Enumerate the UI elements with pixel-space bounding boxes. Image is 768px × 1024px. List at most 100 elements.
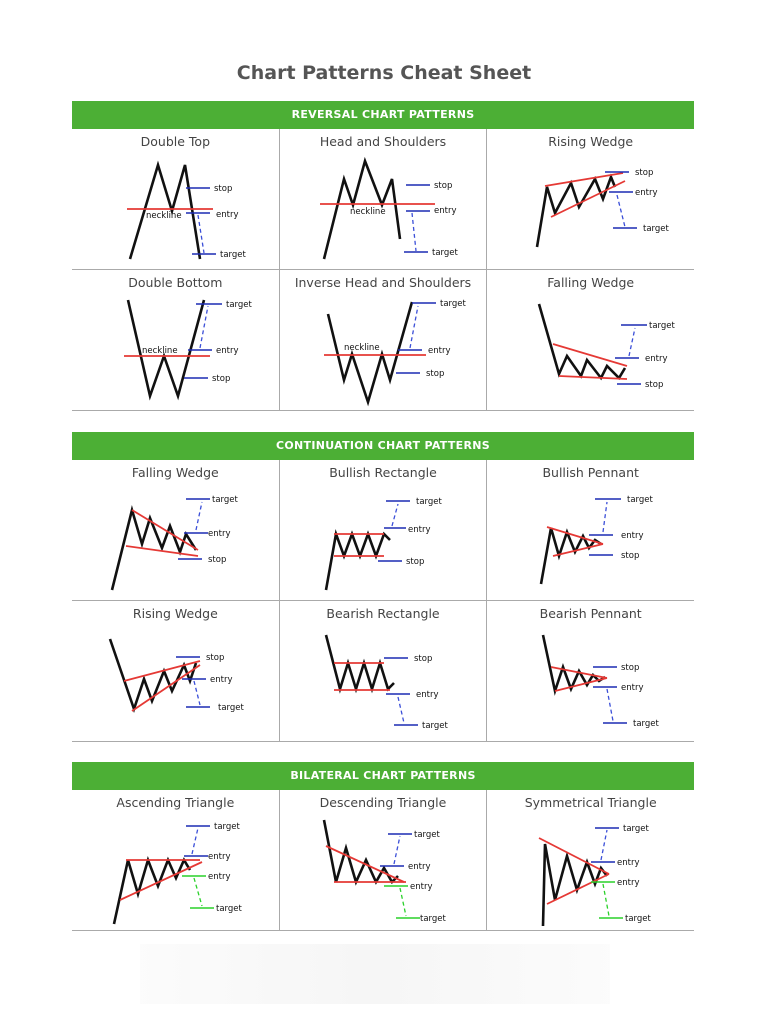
pattern-title: Rising Wedge <box>548 134 634 149</box>
entry-label: entry <box>416 690 438 700</box>
pattern-title: Bullish Rectangle <box>329 465 437 480</box>
target-label: target <box>440 299 467 309</box>
stop-label: stop <box>635 168 653 178</box>
target-label: target <box>218 703 245 713</box>
falling-wedge-diagram: target entry stop <box>110 495 239 591</box>
neckline-label: neckline <box>344 343 380 353</box>
stop-label: stop <box>208 555 226 565</box>
target-down-label: target <box>420 914 447 924</box>
entry-label: entry <box>216 346 238 356</box>
target-label: target <box>226 300 253 310</box>
entry-label: entry <box>428 346 450 356</box>
pattern-bullish-rectangle: target entry stop Bullish Rectangle <box>278 460 487 600</box>
head-and-shoulders-diagram: stop neckline entry target <box>319 156 459 260</box>
pattern-title: Bearish Pennant <box>539 606 642 621</box>
pattern-rising-wedge: stop entry target Rising Wedge <box>72 601 279 741</box>
entry-label: entry <box>621 531 643 541</box>
descending-triangle-diagram: target entry entry target <box>322 819 447 924</box>
target-label: target <box>416 497 443 507</box>
pattern-falling-wedge: target entry stop Falling Wedge <box>486 270 694 410</box>
section-continuation: CONTINUATION CHART PATTERNS target entry… <box>72 432 694 742</box>
page-title: Chart Patterns Cheat Sheet <box>236 62 532 84</box>
entry-up-label: entry <box>408 862 430 872</box>
target-down-label: target <box>625 914 652 924</box>
stop-label: stop <box>645 380 663 390</box>
entry-label: entry <box>408 525 430 535</box>
stop-label: stop <box>206 653 224 663</box>
bullish-pennant-diagram: target entry stop <box>540 495 654 585</box>
inverse-head-and-shoulders-diagram: target neckline entry stop <box>323 299 467 407</box>
pattern-title: Double Top <box>140 134 211 149</box>
target-up-label: target <box>214 822 241 832</box>
pattern-double-top: stop neckline entry target Double Top <box>72 129 279 269</box>
pattern-title: Bearish Rectangle <box>326 606 440 621</box>
neckline-label: neckline <box>146 211 182 221</box>
falling-wedge-diagram: target entry stop <box>538 303 676 390</box>
ascending-triangle-diagram: target entry entry target <box>112 822 243 925</box>
faded-footer <box>140 944 610 1004</box>
stop-label: stop <box>212 374 230 384</box>
stop-label: stop <box>406 557 424 567</box>
bearish-pennant-diagram: stop entry target <box>542 634 660 729</box>
section-bilateral: BILATERAL CHART PATTERNS target entry en <box>72 762 694 931</box>
target-label: target <box>643 224 670 234</box>
pattern-title: Ascending Triangle <box>116 795 235 810</box>
entry-up-label: entry <box>617 858 639 868</box>
entry-down-label: entry <box>617 878 639 888</box>
pattern-descending-triangle: target entry entry target Descending Tri… <box>278 790 487 930</box>
target-label: target <box>633 719 660 729</box>
rising-wedge-diagram: stop entry target <box>536 168 670 248</box>
stop-label: stop <box>414 654 432 664</box>
pattern-symmetrical-triangle: target entry entry target Symmetrical Tr… <box>486 790 694 930</box>
target-label: target <box>422 721 449 731</box>
stop-label: stop <box>214 184 232 194</box>
pattern-title: Symmetrical Triangle <box>524 795 657 810</box>
target-label: target <box>212 495 239 505</box>
entry-label: entry <box>635 188 657 198</box>
pattern-title: Double Bottom <box>128 275 223 290</box>
target-up-label: target <box>623 824 650 834</box>
pattern-title: Inverse Head and Shoulders <box>294 275 472 290</box>
rising-wedge-diagram: stop entry target <box>108 638 245 714</box>
entry-label: entry <box>645 354 667 364</box>
pattern-rising-wedge: stop entry target Rising Wedge <box>486 129 694 269</box>
section-banner: BILATERAL CHART PATTERNS <box>72 762 694 790</box>
pattern-bearish-rectangle: stop entry target Bearish Rectangle <box>278 601 487 741</box>
pattern-double-bottom: target neckline entry stop Double Bottom <box>72 270 279 410</box>
stop-label: stop <box>434 181 452 191</box>
entry-down-label: entry <box>410 882 432 892</box>
pattern-head-and-shoulders: stop neckline entry target Head and Shou… <box>278 129 487 269</box>
target-down-label: target <box>216 904 243 914</box>
bullish-rectangle-diagram: target entry stop <box>324 497 443 591</box>
entry-up-label: entry <box>208 852 230 862</box>
pattern-falling-wedge: target entry stop Falling Wedge <box>72 460 279 600</box>
pattern-ascending-triangle: target entry entry target Ascending Tria… <box>72 790 279 930</box>
target-label: target <box>432 248 459 258</box>
neckline-label: neckline <box>142 346 178 356</box>
section-banner: CONTINUATION CHART PATTERNS <box>72 432 694 460</box>
bearish-rectangle-diagram: stop entry target <box>324 634 449 731</box>
pattern-title: Bullish Pennant <box>542 465 639 480</box>
stop-label: stop <box>621 663 639 673</box>
pattern-inverse-head-and-shoulders: target neckline entry stop Inverse Head … <box>278 270 487 410</box>
stop-label: stop <box>621 551 639 561</box>
entry-down-label: entry <box>208 872 230 882</box>
neckline-label: neckline <box>350 207 386 217</box>
entry-label: entry <box>621 683 643 693</box>
double-bottom-diagram: target neckline entry stop <box>124 299 253 401</box>
symmetrical-triangle-diagram: target entry entry target <box>538 824 652 927</box>
pattern-title: Falling Wedge <box>131 465 219 480</box>
pattern-title: Head and Shoulders <box>319 134 447 149</box>
entry-label: entry <box>208 529 230 539</box>
target-label: target <box>649 321 676 331</box>
pattern-title: Falling Wedge <box>547 275 635 290</box>
entry-label: entry <box>434 206 456 216</box>
target-label: target <box>627 495 654 505</box>
target-label: target <box>220 250 247 260</box>
pattern-bullish-pennant: target entry stop Bullish Pennant <box>486 460 694 600</box>
double-top-diagram: stop neckline entry target <box>127 160 247 260</box>
stop-label: stop <box>426 369 444 379</box>
pattern-title: Rising Wedge <box>132 606 218 621</box>
section-reversal: REVERSAL CHART PATTERNS stop neckline en… <box>72 101 694 411</box>
entry-label: entry <box>216 210 238 220</box>
